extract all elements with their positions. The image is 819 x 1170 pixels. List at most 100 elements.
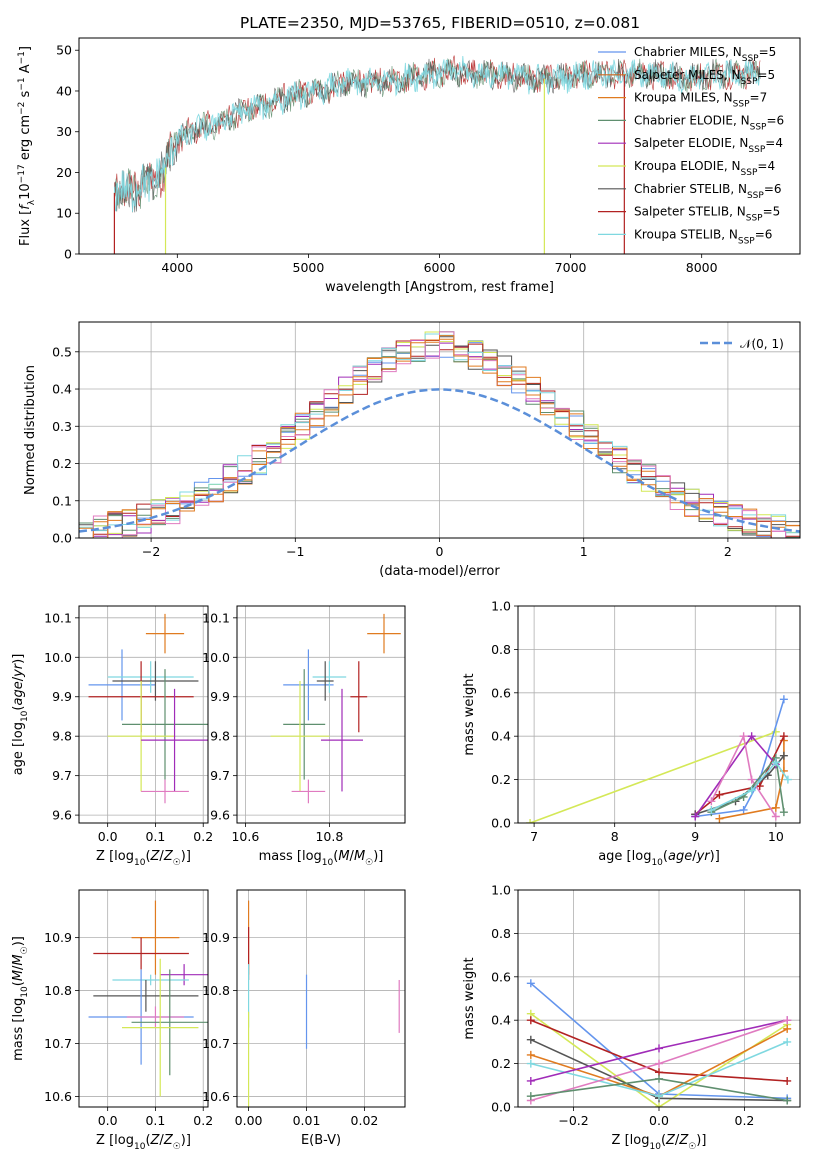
y-axis-label: mass weight — [462, 957, 477, 1039]
weight-marker — [526, 979, 535, 988]
label-part: Z — [150, 849, 161, 864]
plot-area — [88, 900, 208, 1097]
x-tick-label: 10.6 — [231, 829, 259, 844]
label-part: Normed distribution — [23, 365, 38, 495]
weight-marker — [526, 1076, 535, 1085]
label-part: A — [18, 64, 33, 77]
label-part: ☉ — [688, 1142, 696, 1152]
label-part: M — [11, 954, 26, 965]
label-part: / — [159, 1133, 164, 1148]
y-tick-label: 9.8 — [210, 729, 230, 744]
label-part: SSP — [748, 145, 765, 155]
y-tick-label: 9.6 — [52, 808, 72, 823]
legend-entry: Kroupa MILES, NSSP=7 — [634, 91, 767, 110]
y-tick-label: 0.5 — [52, 344, 72, 359]
x-tick-label: 9 — [691, 829, 699, 844]
y-tick-label: 10.9 — [44, 930, 72, 945]
y-tick-label: 20 — [56, 165, 72, 180]
plot-area — [270, 613, 401, 804]
label-part: / — [159, 849, 164, 864]
label-part: M — [338, 849, 349, 864]
x-tick-label: 7000 — [555, 260, 587, 275]
x-tick-label: 0.02 — [351, 1113, 379, 1128]
y-tick-label: 0.6 — [491, 969, 511, 984]
y-tick-label: 0.2 — [491, 772, 511, 787]
panel-5: 0.0 0.1 0.210.610.710.810.9Z [log10(Z/Z☉)]… — [11, 889, 213, 1152]
weight-marker — [783, 1037, 792, 1046]
label-part: λ — [27, 199, 37, 205]
label-part: =6 — [755, 227, 773, 241]
label-part: 10 — [322, 858, 334, 868]
label-part: 10 — [20, 986, 30, 998]
x-tick-label: 0.00 — [235, 1113, 263, 1128]
y-tick-label: 50 — [56, 43, 72, 58]
weight-marker — [655, 1092, 663, 1101]
y-tick-label: 9.6 — [210, 808, 230, 823]
weight-marker — [783, 1096, 792, 1105]
label-part: 10 — [18, 183, 33, 200]
label-part: Kroupa MILES, N — [634, 91, 733, 105]
legend-entry: Salpeter STELIB, NSSP=5 — [634, 205, 780, 224]
label-part: ( — [11, 981, 26, 986]
weight-marker — [526, 1050, 535, 1059]
weight-marker — [739, 805, 748, 814]
label-part: SSP — [750, 122, 767, 132]
weight-line — [711, 760, 789, 811]
legend-entry: Kroupa ELODIE, NSSP=4 — [634, 159, 775, 178]
x-axis-label: wavelength [Angstrom, rest frame] — [325, 280, 554, 295]
weight-marker — [755, 782, 764, 791]
legend-entry: Kroupa STELIB, NSSP=6 — [634, 227, 772, 246]
label-part: ( — [145, 1133, 150, 1148]
label-part: / — [675, 1133, 680, 1148]
weight-marker — [691, 812, 700, 821]
y-tick-label: 9.7 — [52, 768, 72, 783]
label-part: SSP — [733, 100, 750, 110]
label-part: Kroupa ELODIE, N — [634, 159, 741, 173]
y-tick-label: 9.9 — [210, 689, 230, 704]
legend-entry: Salpeter ELODIE, NSSP=4 — [634, 136, 783, 155]
x-axis-label: Z [log10(Z/Z☉)] — [96, 1133, 191, 1152]
plot-area — [88, 613, 208, 804]
weight-marker — [655, 1103, 663, 1107]
label-part: −1 — [17, 77, 27, 90]
y-tick-label: 1.0 — [491, 883, 511, 898]
label-part: ( — [661, 1133, 666, 1148]
plot-area — [526, 979, 792, 1107]
y-tick-label: 40 — [56, 83, 72, 98]
histogram-step — [79, 331, 800, 538]
label-part: ☉ — [365, 858, 373, 868]
label-part: (data-model)/error — [379, 564, 500, 579]
label-part: Chabrier MILES, N — [634, 45, 742, 59]
weight-marker — [715, 790, 724, 799]
y-axis-label: mass weight — [462, 673, 477, 755]
x-tick-label: −0.2 — [558, 1113, 588, 1128]
label-part: 10 — [134, 1142, 146, 1152]
label-part: Salpeter MILES, N — [634, 68, 741, 82]
panel-0: 4000 5000 6000 7000 8000 0 10 20 30 40 50 wavelengt… — [17, 37, 801, 295]
panel-2: 0.0 0.1 0.29.69.79.89.910.010.1Z [log10(Z/… — [11, 605, 213, 868]
x-tick-label: 1 — [580, 544, 588, 559]
y-tick-label: 0.0 — [491, 816, 511, 831]
histogram-step — [79, 335, 800, 538]
x-tick-label: 2 — [724, 544, 732, 559]
y-tick-label: 9.9 — [52, 689, 72, 704]
x-axis-label: (data-model)/error — [379, 564, 500, 579]
gaussian-curve — [79, 388, 800, 533]
x-tick-label: 8000 — [686, 260, 718, 275]
weight-marker — [783, 1024, 792, 1033]
label-part: −2 — [17, 102, 27, 115]
label-part: Z — [163, 849, 174, 864]
weight-marker — [783, 1016, 792, 1025]
label-part: 10 — [649, 1142, 661, 1152]
x-tick-label: 0.0 — [98, 829, 118, 844]
label-part: )] — [181, 849, 191, 864]
label-part: 10 — [20, 710, 30, 722]
label-part: −1 — [17, 51, 27, 64]
label-part: mass weight — [462, 957, 477, 1039]
label-part: =5 — [763, 205, 781, 219]
y-tick-label: 30 — [56, 124, 72, 139]
plot-area — [526, 695, 792, 823]
y-tick-label: 10.1 — [202, 610, 230, 625]
axes-frame — [78, 605, 209, 824]
